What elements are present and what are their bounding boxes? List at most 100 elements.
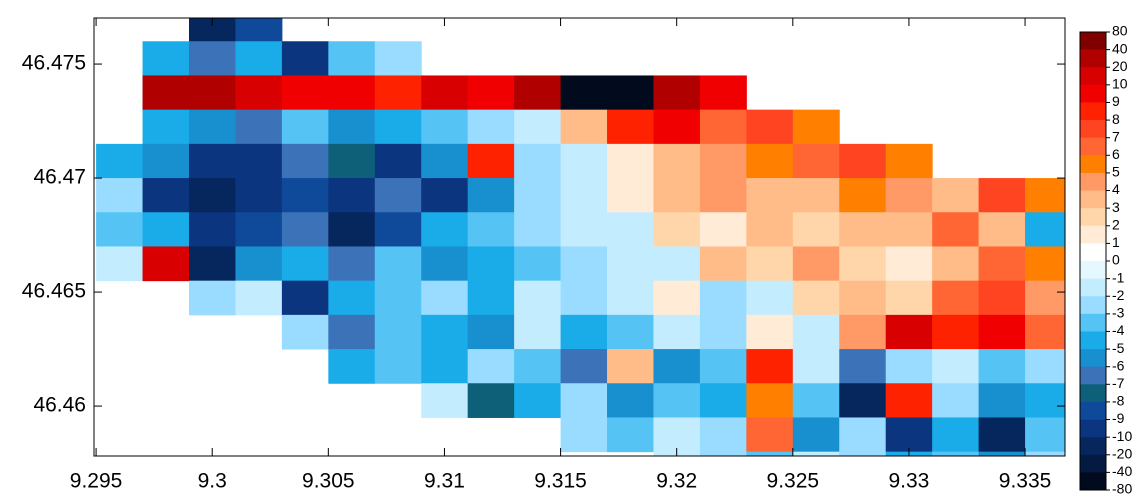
heat-cell	[839, 417, 887, 453]
heat-cell	[374, 349, 422, 384]
heat-cell	[932, 212, 980, 247]
heat-cell	[932, 314, 980, 350]
colorbar-label: 3	[1112, 199, 1120, 215]
heat-cell	[746, 451, 794, 456]
heat-cell	[839, 314, 887, 350]
heat-cell	[560, 212, 608, 247]
heat-cell	[188, 41, 236, 76]
colorbar-swatch	[1080, 32, 1106, 50]
heat-cell	[607, 178, 654, 213]
heat-cell	[885, 143, 933, 179]
heat-cell	[932, 178, 980, 213]
heat-cell	[699, 246, 747, 282]
heat-cell	[374, 75, 422, 111]
heat-cell	[235, 178, 283, 213]
heat-cell	[699, 314, 747, 350]
heat-cell	[653, 314, 701, 350]
heat-cell	[978, 246, 1026, 282]
colorbar-label: -80	[1112, 481, 1132, 497]
heat-cell	[560, 314, 608, 350]
heat-cell	[699, 451, 747, 456]
heat-cell	[281, 280, 329, 316]
colorbar-label: -4	[1112, 322, 1125, 338]
heat-cell	[607, 143, 654, 179]
heat-cell	[746, 417, 794, 453]
heat-cell	[467, 246, 515, 282]
colorbar-label: -8	[1112, 393, 1125, 409]
heat-cell	[792, 451, 840, 456]
heat-cell	[96, 212, 144, 247]
colorbar-swatch	[1080, 349, 1106, 367]
heat-cell	[746, 178, 794, 213]
heat-cell	[188, 109, 236, 145]
heat-cell	[142, 143, 190, 179]
colorbar-swatch	[1080, 49, 1106, 68]
colorbar-swatch	[1080, 454, 1106, 473]
heat-cell	[699, 178, 747, 213]
heat-cell	[421, 280, 469, 316]
heat-cell	[699, 280, 747, 316]
heat-cell	[281, 178, 329, 213]
heat-cell	[514, 280, 562, 316]
heat-cell	[746, 280, 794, 316]
heat-cell	[1025, 246, 1065, 282]
heat-cell	[328, 212, 376, 247]
heat-cell	[421, 75, 469, 111]
heat-cell	[235, 246, 283, 282]
colorbar-swatch	[1080, 296, 1106, 315]
colorbar-swatch	[1080, 190, 1106, 209]
heat-cell	[467, 212, 515, 247]
heat-cell	[1025, 417, 1065, 453]
heat-cell	[281, 143, 329, 179]
heat-cell	[560, 143, 608, 179]
heat-cell	[514, 109, 562, 145]
heat-cell	[421, 178, 469, 213]
x-tick-label: 9.33	[888, 470, 929, 493]
colorbar-swatch	[1080, 472, 1106, 491]
y-tick-label: 46.47	[33, 166, 86, 189]
heat-cell	[978, 417, 1026, 453]
colorbar-label: 20	[1112, 58, 1128, 74]
heat-cell	[142, 212, 190, 247]
heat-cell	[514, 143, 562, 179]
heat-cell	[978, 451, 1026, 456]
heat-cell	[560, 109, 608, 145]
x-tick-label: 9.295	[70, 470, 123, 493]
heat-cell	[885, 280, 933, 316]
heat-cell	[607, 314, 654, 350]
heat-cell	[514, 75, 562, 111]
x-tick-label: 9.305	[302, 470, 355, 493]
y-tick-label: 46.46	[33, 394, 86, 417]
heat-cell	[978, 212, 1026, 247]
heat-cell	[653, 417, 701, 453]
heat-cell	[467, 349, 515, 384]
heat-cell	[374, 143, 422, 179]
heat-cell	[607, 280, 654, 316]
colorbar-label: 2	[1112, 216, 1120, 232]
heat-cell	[653, 75, 701, 111]
heat-cell	[885, 383, 933, 418]
heat-cell	[1025, 280, 1065, 316]
heat-cell	[188, 178, 236, 213]
heat-cell	[653, 280, 701, 316]
heat-cell	[839, 178, 887, 213]
colorbar-swatch	[1080, 419, 1106, 438]
heat-cell	[281, 212, 329, 247]
heat-cell	[328, 280, 376, 316]
heat-cell	[560, 246, 608, 282]
x-tick-label: 9.31	[424, 470, 465, 493]
colorbar-swatch	[1080, 437, 1106, 456]
heat-cell	[699, 212, 747, 247]
heat-cell	[699, 417, 747, 453]
heat-cell	[932, 383, 980, 418]
colorbar-swatch	[1080, 67, 1106, 86]
heat-cell	[328, 143, 376, 179]
colorbar-label: -9	[1112, 410, 1125, 426]
colorbar-label: -20	[1112, 445, 1132, 461]
colorbar-label: -7	[1112, 375, 1125, 391]
heat-cell	[607, 349, 654, 384]
colorbar-label: -2	[1112, 287, 1125, 303]
heat-cell	[281, 314, 329, 350]
heat-cell	[188, 18, 236, 42]
heat-cell	[839, 280, 887, 316]
